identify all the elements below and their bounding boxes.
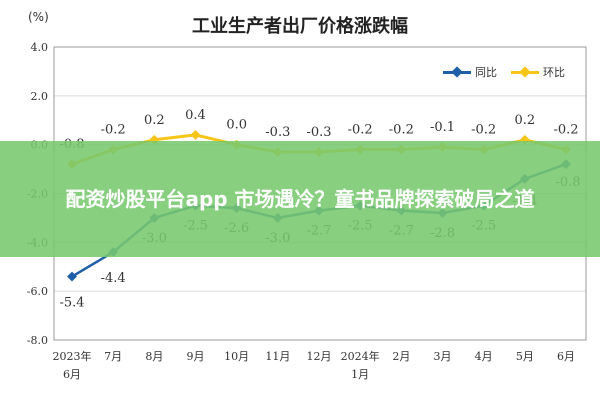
legend-item-mom: 环比 — [511, 64, 565, 80]
y-tick-label: 4.0 — [31, 41, 49, 54]
data-label-yoy: -5.4 — [59, 296, 84, 311]
x-tick-label: 6月 — [557, 350, 575, 363]
x-tick-label: 2月 — [392, 350, 410, 363]
y-axis-unit: (%) — [28, 10, 49, 24]
legend: 同比 环比 — [443, 64, 565, 80]
legend-swatch-mom — [511, 70, 539, 74]
legend-item-yoy: 同比 — [443, 64, 497, 80]
overlay-banner-text: 配资炒股平台app 市场遇冷？童书品牌探索破局之道 — [65, 187, 535, 211]
data-label-yoy: -4.4 — [101, 271, 126, 286]
legend-label-mom: 环比 — [543, 66, 565, 79]
x-tick-label: 10月 — [224, 350, 249, 363]
x-tick-label: 12月 — [307, 350, 332, 363]
data-label-mom: -0.2 — [348, 123, 373, 138]
y-tick-label: 2.0 — [31, 90, 49, 103]
x-tick-label: 9月 — [187, 350, 205, 363]
x-tick-label: 6月 — [63, 368, 81, 381]
legend-label-yoy: 同比 — [475, 66, 497, 79]
data-label-mom: -0.1 — [430, 120, 455, 135]
x-tick-label: 1月 — [351, 368, 369, 381]
x-tick-label: 5月 — [516, 350, 534, 363]
y-tick-label: -6.0 — [27, 285, 48, 298]
chart-title: 工业生产者出厂价格涨跌幅 — [192, 16, 408, 37]
data-label-mom: -0.2 — [553, 123, 578, 138]
data-label-mom: -0.3 — [265, 125, 290, 140]
x-tick-label: 2024年 — [341, 349, 380, 363]
data-label-mom: 0.2 — [514, 113, 535, 128]
data-label-mom: -0.2 — [389, 123, 414, 138]
x-tick-label: 7月 — [104, 350, 122, 363]
data-label-mom: -0.2 — [101, 123, 126, 138]
data-label-mom: -0.2 — [471, 123, 496, 138]
data-label-mom: 0.2 — [144, 113, 165, 128]
data-label-mom: 0.4 — [185, 108, 206, 123]
data-label-mom: -0.3 — [306, 125, 331, 140]
legend-swatch-yoy — [443, 70, 471, 74]
overlay-banner[interactable]: 配资炒股平台app 市场遇冷？童书品牌探索破局之道 — [0, 141, 600, 257]
x-tick-label: 3月 — [434, 350, 452, 363]
x-tick-label: 4月 — [475, 350, 493, 363]
data-label-mom: 0.0 — [226, 118, 247, 133]
x-tick-label: 11月 — [265, 350, 290, 363]
x-tick-label: 2023年 — [53, 349, 92, 363]
x-tick-label: 8月 — [145, 350, 163, 363]
y-tick-label: -8.0 — [27, 334, 48, 347]
data-point — [190, 129, 201, 140]
